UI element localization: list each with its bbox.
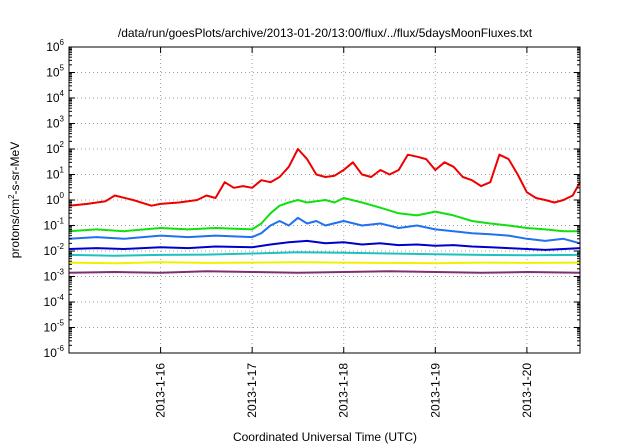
x-axis-ticks: 2013-1-16 2013-1-17 2013-1-18 2013-1-19 2013… (154, 47, 534, 418)
grid-lines (69, 47, 580, 353)
series-line-6 (68, 148, 581, 207)
y-tick-exponent: -1 (57, 217, 65, 226)
y-tick-label: 10-4 (44, 293, 65, 309)
y-tick-exponent: -4 (57, 293, 65, 302)
y-tick-label: 10-5 (44, 319, 65, 335)
y-tick-label: 10-1 (44, 217, 65, 233)
y-tick-label: 102 (46, 140, 64, 156)
y-tick-label: 10-2 (44, 242, 65, 258)
series-line-1 (68, 261, 581, 265)
y-tick-base: 10 (46, 142, 60, 156)
chart-title: /data/run/goesPlots/archive/2013-01-20/1… (118, 26, 533, 40)
series-line-0 (68, 270, 581, 274)
y-tick-base: 10 (46, 117, 60, 131)
y-tick-base: 10 (46, 193, 60, 207)
y-tick-exponent: 6 (60, 38, 65, 47)
y-tick-exponent: 0 (60, 191, 65, 200)
series-line-2 (68, 251, 581, 257)
x-axis-label: Coordinated Universal Time (UTC) (233, 430, 417, 444)
y-tick-exponent: 3 (60, 115, 65, 124)
y-tick-exponent: -2 (57, 242, 65, 251)
y-tick-label: 104 (46, 89, 64, 105)
y-tick-label: 101 (46, 166, 64, 182)
series-line-5 (68, 197, 580, 233)
y-tick-base: 10 (44, 321, 58, 335)
y-tick-base: 10 (46, 66, 60, 80)
y-tick-exponent: 2 (60, 140, 65, 149)
y-tick-base: 10 (44, 346, 58, 360)
y-tick-base: 10 (46, 91, 60, 105)
y-tick-exponent: 4 (60, 89, 65, 98)
x-tick-label: 2013-1-18 (337, 363, 351, 418)
y-tick-label: 106 (46, 38, 64, 54)
y-tick-base: 10 (44, 270, 58, 284)
y-tick-base: 10 (46, 40, 60, 54)
y-tick-base: 10 (44, 295, 58, 309)
y-tick-label: 10-3 (44, 268, 65, 284)
series-line-4 (68, 216, 581, 245)
y-tick-exponent: -3 (57, 268, 65, 277)
series-line-3 (68, 239, 581, 251)
y-axis-label: protons/cm2-s-sr-MeV (7, 142, 22, 258)
y-tick-exponent: -5 (57, 319, 65, 328)
x-tick-label: 2013-1-20 (520, 363, 534, 418)
y-tick-exponent: -6 (57, 344, 65, 353)
y-tick-label: 10-6 (44, 344, 65, 360)
y-axis-label-rest: -s-sr-MeV (8, 142, 22, 195)
y-tick-base: 10 (44, 219, 58, 233)
x-tick-label: 2013-1-19 (428, 363, 442, 418)
y-tick-label: 103 (46, 115, 64, 131)
y-tick-exponent: 1 (60, 166, 65, 175)
y-tick-label: 105 (46, 64, 64, 80)
y-tick-base: 10 (44, 244, 58, 258)
y-tick-exponent: 5 (60, 64, 65, 73)
y-tick-base: 10 (46, 168, 60, 182)
y-axis-label-main: protons/cm (8, 199, 22, 258)
x-tick-label: 2013-1-17 (245, 363, 259, 418)
y-tick-label: 100 (46, 191, 64, 207)
y-axis-ticks: 10-610-510-410-310-210-11001011021031041… (44, 38, 580, 360)
x-tick-label: 2013-1-16 (154, 363, 168, 418)
y-axis-label-sup: 2 (7, 194, 16, 199)
data-series (68, 148, 581, 274)
